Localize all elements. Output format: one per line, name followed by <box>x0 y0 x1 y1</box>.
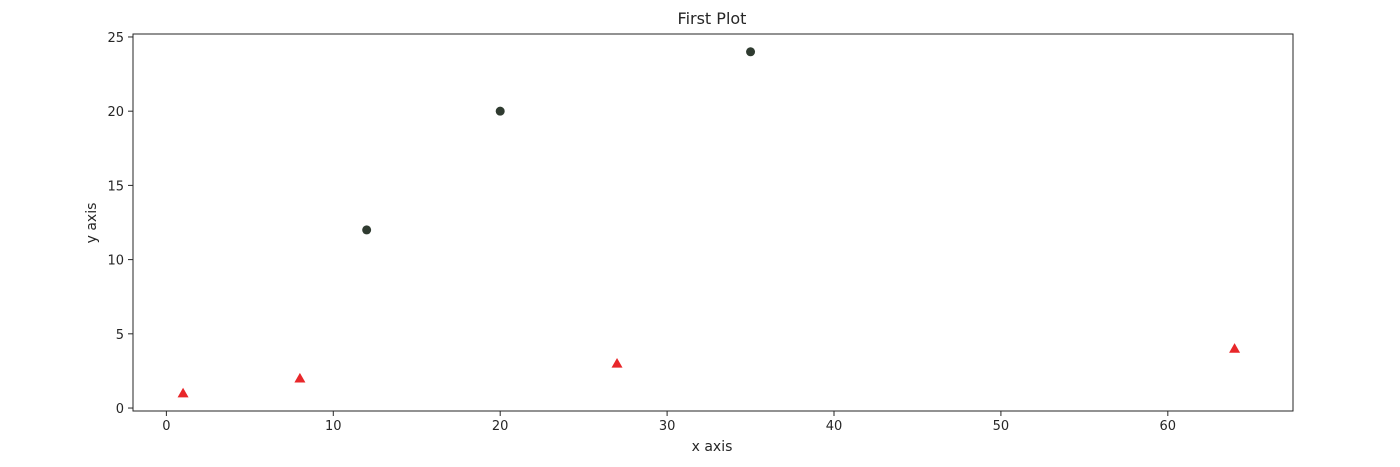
triangle-point <box>177 387 189 398</box>
y-tick-label: 5 <box>116 328 124 343</box>
circle-point <box>495 106 505 116</box>
y-tick-label: 25 <box>107 31 124 46</box>
chart-title: First Plot <box>678 9 747 28</box>
y-tick-label: 20 <box>107 105 124 120</box>
x-tick-label: 50 <box>993 419 1010 434</box>
x-tick-label: 10 <box>325 419 342 434</box>
triangle-point <box>294 372 306 383</box>
x-tick-label: 20 <box>492 419 509 434</box>
y-axis-label: y axis <box>84 203 100 244</box>
y-tick-label: 0 <box>116 402 124 417</box>
plot-area: 0 10 20 30 40 50 60 0 5 10 15 20 25 <box>107 31 1294 434</box>
y-tick-label: 15 <box>107 179 124 194</box>
x-tick-label: 30 <box>659 419 676 434</box>
y-tick-label: 10 <box>107 254 124 269</box>
x-axis-label: x axis <box>692 439 733 455</box>
data-markers <box>177 47 1241 398</box>
circle-point <box>746 47 756 57</box>
plot-frame <box>132 33 1294 412</box>
x-tick-label: 60 <box>1160 419 1177 434</box>
x-axis-ticks: 0 10 20 30 40 50 60 <box>162 411 1176 434</box>
y-axis-ticks: 0 5 10 15 20 25 <box>107 31 133 417</box>
circle-point <box>362 225 372 235</box>
x-tick-label: 40 <box>826 419 843 434</box>
triangle-point <box>611 358 623 368</box>
triangle-point <box>1229 343 1241 353</box>
x-tick-label: 0 <box>162 419 170 434</box>
